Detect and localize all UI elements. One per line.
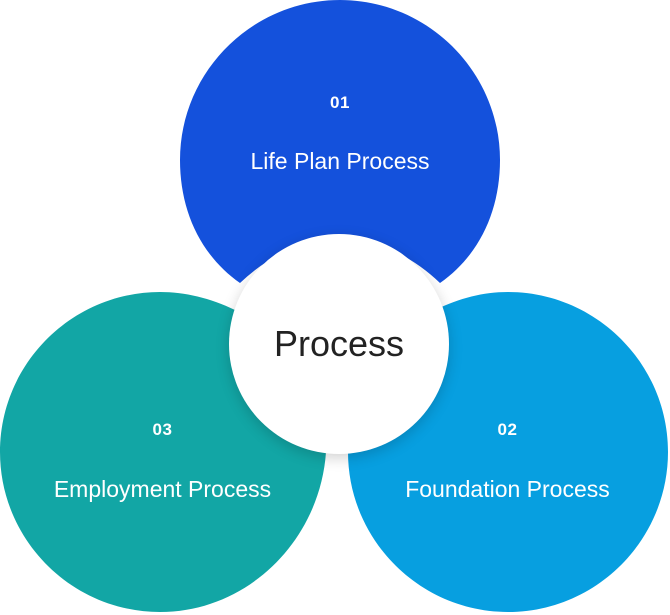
step-03-label: Employment Process [53,476,272,502]
step-03-number: 03 [152,420,173,439]
step-02-number: 02 [497,420,518,439]
center-circle: Process [229,234,449,454]
step-01-shape [180,0,500,283]
step-01-number: 01 [330,93,350,112]
step-01-circle: 01 Life Plan Process [180,0,500,310]
step-02-label: Foundation Process [405,476,610,502]
step-01-label: Life Plan Process [250,148,430,174]
center-label: Process [273,323,405,364]
step-01-fill [180,0,500,283]
